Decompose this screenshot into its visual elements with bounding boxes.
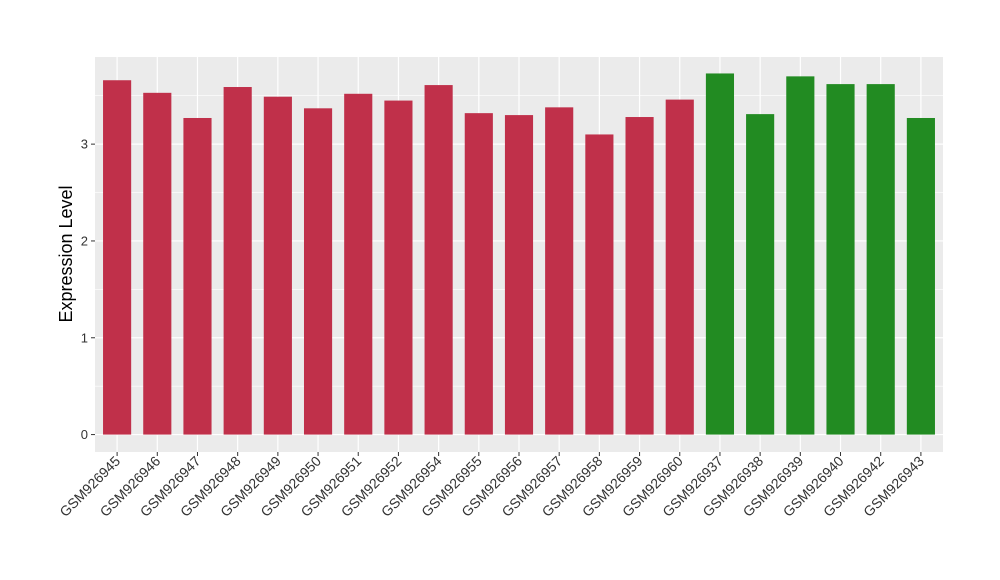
bar-GSM926949 [263, 96, 292, 435]
bar-GSM926957 [545, 107, 574, 435]
bar-GSM926956 [504, 115, 534, 435]
y-tick-label: 1 [81, 330, 88, 345]
bar-GSM926952 [384, 100, 413, 435]
y-axis-title: Expression Level [56, 185, 76, 322]
bar-GSM926960 [665, 99, 694, 435]
bar-GSM926959 [625, 117, 654, 435]
bar-GSM926943 [906, 117, 935, 435]
bar-GSM926951 [344, 93, 373, 435]
y-tick-label: 0 [81, 427, 88, 442]
bar-GSM926958 [585, 134, 614, 435]
x-axis: GSM926945GSM926946GSM926947GSM926948GSM9… [56, 452, 927, 520]
bar-GSM926946 [143, 92, 172, 435]
y-axis: 0 1 2 3 [81, 137, 95, 442]
bar-GSM926937 [705, 73, 735, 435]
bar-GSM926954 [424, 85, 453, 435]
bar-GSM926939 [786, 76, 815, 435]
bar-GSM926940 [826, 84, 855, 435]
bar-GSM926938 [746, 114, 775, 435]
y-tick-label: 2 [81, 233, 88, 248]
bar-GSM926948 [223, 87, 252, 435]
bar-GSM926947 [183, 117, 212, 435]
bar-GSM926942 [866, 84, 895, 435]
bar-GSM926955 [464, 113, 493, 435]
bar-GSM926945 [103, 80, 132, 435]
bar-GSM926950 [303, 108, 333, 435]
bars [103, 73, 935, 435]
y-tick-label: 3 [81, 137, 88, 152]
